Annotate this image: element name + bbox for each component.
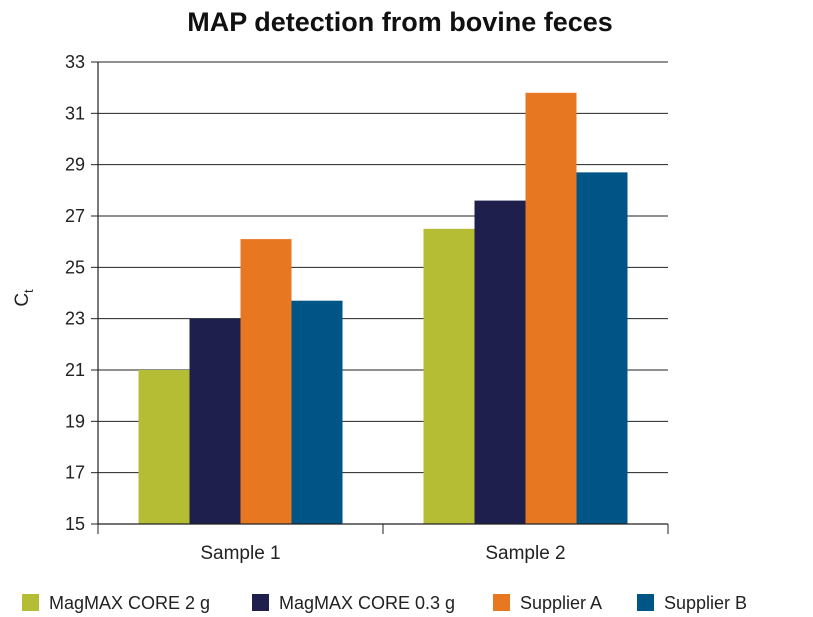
legend-swatch: [252, 594, 269, 611]
bars: [138, 92, 628, 525]
x-category-label: Sample 2: [485, 543, 565, 564]
bar: [240, 239, 292, 524]
y-axis-label-main: C: [12, 293, 33, 307]
bar: [474, 200, 526, 524]
y-tick-label: 17: [65, 463, 85, 483]
bar: [576, 172, 628, 524]
legend-swatch: [493, 594, 510, 611]
x-category-labels: Sample 1 Sample 2: [200, 543, 565, 564]
y-tick-label: 33: [65, 52, 85, 72]
legend-label: MagMAX CORE 0.3 g: [279, 593, 455, 613]
y-tick-label: 23: [65, 309, 85, 329]
chart-title: MAP detection from bovine feces: [187, 7, 613, 37]
y-tick-label: 27: [65, 206, 85, 226]
y-tick-label: 29: [65, 155, 85, 175]
legend-item: Supplier A: [493, 593, 602, 613]
legend-label: Supplier B: [664, 593, 747, 613]
bar: [189, 318, 241, 524]
legend-item: Supplier B: [637, 593, 747, 613]
x-category-label: Sample 1: [200, 543, 280, 564]
legend-item: MagMAX CORE 2 g: [22, 593, 210, 613]
bar: [138, 370, 190, 524]
y-axis-label-subscript: t: [21, 289, 36, 293]
y-tick-label: 19: [65, 411, 85, 431]
bar: [423, 228, 475, 525]
legend-item: MagMAX CORE 0.3 g: [252, 593, 455, 613]
axes: [91, 61, 669, 534]
y-axis-label: Ct: [12, 289, 36, 307]
bar: [525, 92, 577, 525]
y-tick-label: 31: [65, 103, 85, 123]
legend-label: Supplier A: [520, 593, 602, 613]
y-tick-labels: 15 17 19 21 23 25 27 29 31 33: [65, 52, 85, 534]
legend-swatch: [22, 594, 39, 611]
y-tick-label: 15: [65, 514, 85, 534]
legend-swatch: [637, 594, 654, 611]
bar: [291, 300, 343, 524]
legend: MagMAX CORE 2 g MagMAX CORE 0.3 g Supplier…: [22, 593, 747, 613]
legend-label: MagMAX CORE 2 g: [49, 593, 210, 613]
y-tick-label: 21: [65, 360, 85, 380]
y-tick-label: 25: [65, 257, 85, 277]
